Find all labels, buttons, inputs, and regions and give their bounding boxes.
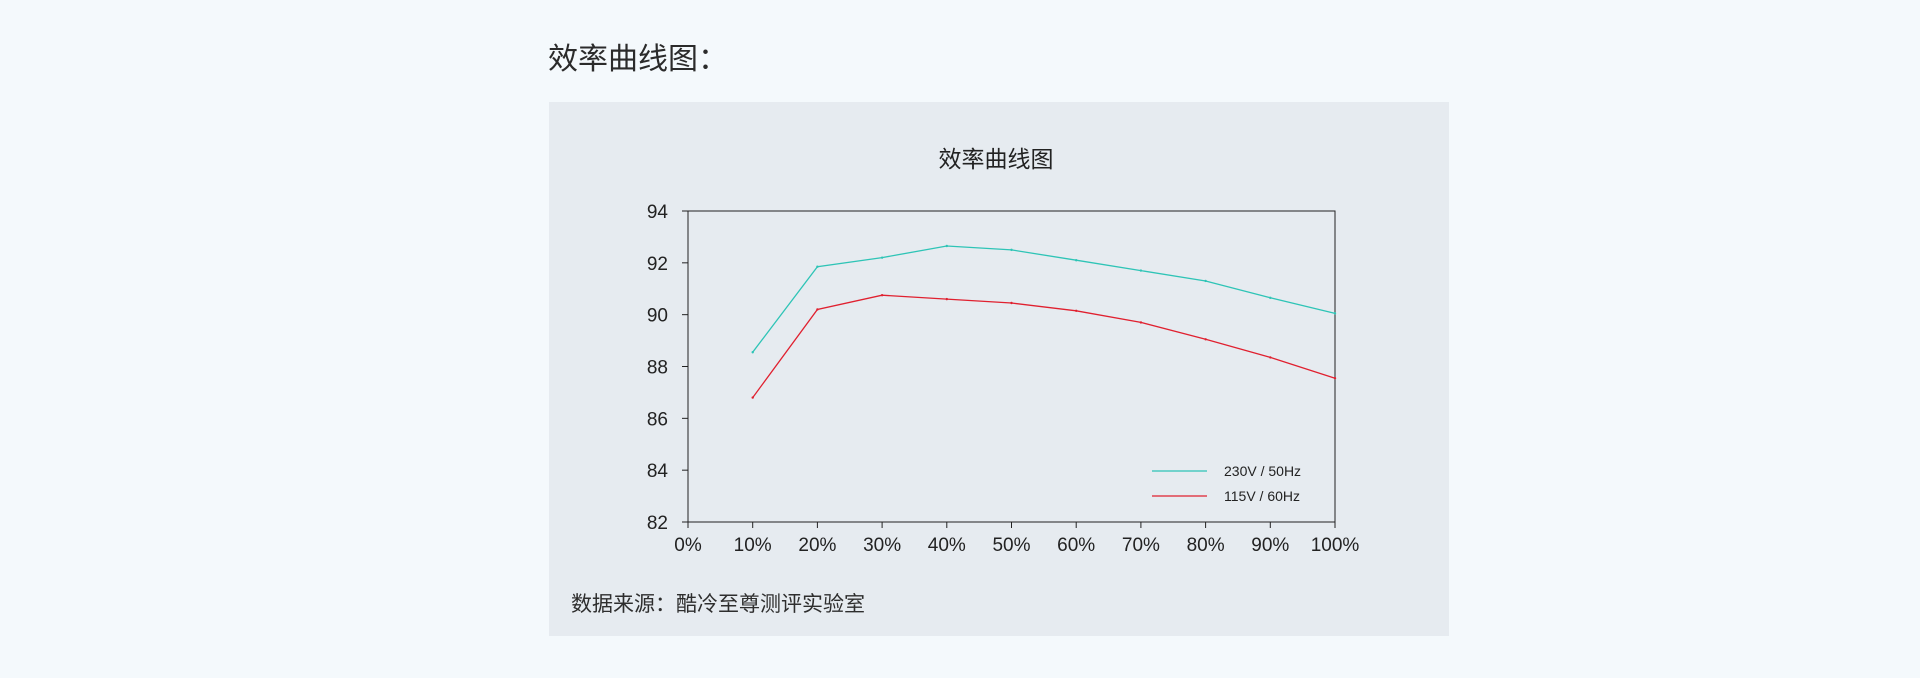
series-2-point bbox=[1075, 309, 1078, 312]
y-tick-label: 94 bbox=[647, 202, 669, 223]
series-1-point bbox=[1269, 296, 1272, 300]
x-tick-label: 50% bbox=[992, 535, 1030, 556]
x-tick-label: 60% bbox=[1057, 535, 1095, 556]
y-tick-label: 86 bbox=[647, 409, 668, 430]
y-tick-label: 84 bbox=[647, 461, 669, 482]
y-tick-label: 82 bbox=[647, 513, 668, 534]
series-2-point bbox=[1010, 301, 1013, 305]
series-1-point bbox=[1075, 259, 1078, 262]
chart-title: 效率曲线图 bbox=[939, 147, 1054, 173]
y-tick-label: 88 bbox=[647, 358, 668, 379]
x-tick-label: 40% bbox=[928, 535, 966, 556]
series-1-point bbox=[816, 265, 819, 268]
x-tick-label: 80% bbox=[1187, 535, 1225, 556]
x-tick-label: 20% bbox=[798, 535, 836, 556]
series-1-point bbox=[945, 244, 948, 248]
series-2-point bbox=[816, 308, 819, 311]
chart-panel: 效率曲线图 82 84 86 88 90 92 94 0% 10% 20% 30% 40% 50% 60%… bbox=[549, 102, 1449, 636]
y-tick-label: 92 bbox=[647, 254, 668, 275]
series-line-2 bbox=[752, 294, 1336, 398]
series-2-point bbox=[1333, 376, 1337, 380]
plot-area: 82 84 86 88 90 92 94 0% 10% 20% 30% 40% 50% 60% 70% 80%… bbox=[647, 202, 1360, 556]
data-source-note: 数据来源：酷冷至尊测评实验室 bbox=[571, 592, 865, 616]
series-2-point bbox=[880, 294, 884, 297]
x-tick-label: 100% bbox=[1311, 535, 1360, 556]
efficiency-chart: 效率曲线图 82 84 86 88 90 92 94 0% 10% 20% 30% 40% 50% 60%… bbox=[647, 147, 1360, 556]
series-2-point bbox=[1204, 338, 1207, 341]
series-1-point bbox=[1333, 312, 1337, 315]
x-tick-label: 90% bbox=[1251, 535, 1289, 556]
series-line-1 bbox=[752, 245, 1336, 353]
series-1-point bbox=[1139, 269, 1143, 272]
series-1-point bbox=[1204, 279, 1207, 283]
x-tick-label: 30% bbox=[863, 535, 901, 556]
x-tick-label: 10% bbox=[734, 535, 772, 556]
series-2-point bbox=[751, 396, 754, 399]
x-tick-label: 0% bbox=[674, 535, 702, 556]
x-tick-label: 70% bbox=[1122, 535, 1160, 556]
series-2-point bbox=[1139, 321, 1143, 324]
section-heading: 效率曲线图： bbox=[548, 42, 728, 77]
series-2-point bbox=[945, 297, 948, 301]
series-1-point bbox=[751, 351, 754, 354]
series-2-point bbox=[1269, 356, 1272, 359]
legend-label-1: 230V / 50Hz bbox=[1224, 463, 1301, 479]
series-1-point bbox=[880, 256, 884, 259]
y-tick-label: 90 bbox=[647, 306, 668, 327]
legend-label-2: 115V / 60Hz bbox=[1224, 488, 1300, 504]
series-1-point bbox=[1010, 248, 1013, 252]
